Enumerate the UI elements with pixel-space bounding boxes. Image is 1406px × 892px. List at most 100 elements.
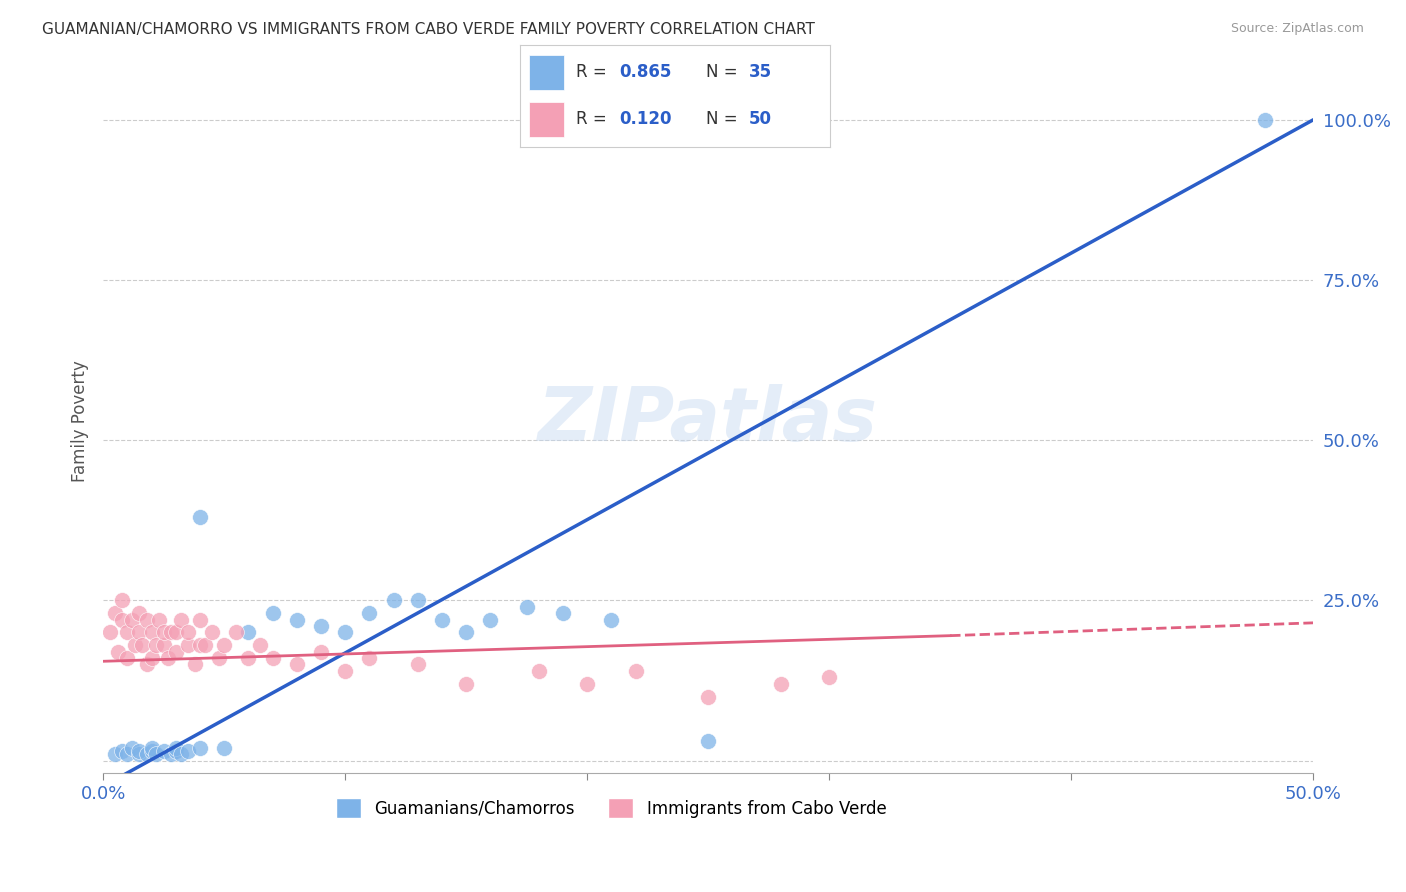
Point — [697, 734, 720, 748]
Point — [576, 676, 599, 690]
Point — [145, 747, 167, 762]
Point — [104, 747, 127, 762]
Point — [238, 625, 260, 640]
Point — [160, 747, 183, 762]
Point — [128, 744, 150, 758]
Point — [430, 613, 453, 627]
Point — [516, 599, 538, 614]
Point — [145, 638, 167, 652]
Point — [165, 744, 187, 758]
Point — [212, 740, 235, 755]
Point — [188, 638, 211, 652]
Text: 0.120: 0.120 — [619, 111, 672, 128]
Point — [169, 613, 191, 627]
Point — [208, 651, 231, 665]
Point — [551, 606, 574, 620]
Point — [359, 606, 381, 620]
Text: 35: 35 — [749, 63, 772, 81]
Point — [249, 638, 271, 652]
Point — [131, 638, 153, 652]
Point — [177, 744, 200, 758]
Point — [382, 593, 405, 607]
Point — [309, 619, 332, 633]
Point — [135, 613, 157, 627]
Point — [285, 657, 308, 672]
Point — [184, 657, 207, 672]
Point — [152, 744, 174, 758]
Point — [117, 747, 139, 762]
Point — [188, 613, 211, 627]
Point — [479, 613, 502, 627]
Point — [128, 747, 150, 762]
Text: GUAMANIAN/CHAMORRO VS IMMIGRANTS FROM CABO VERDE FAMILY POVERTY CORRELATION CHAR: GUAMANIAN/CHAMORRO VS IMMIGRANTS FROM CA… — [42, 22, 815, 37]
Text: ZIPatlas: ZIPatlas — [538, 384, 879, 458]
Point — [165, 625, 187, 640]
Point — [600, 613, 623, 627]
Point — [111, 744, 134, 758]
Point — [212, 638, 235, 652]
Point — [406, 657, 429, 672]
Point — [160, 625, 183, 640]
Point — [359, 651, 381, 665]
Point — [157, 651, 180, 665]
Point — [456, 625, 478, 640]
Point — [406, 593, 429, 607]
Point — [152, 625, 174, 640]
Bar — [530, 102, 564, 137]
Point — [141, 625, 163, 640]
Point — [697, 690, 720, 704]
Text: 0.865: 0.865 — [619, 63, 672, 81]
Y-axis label: Family Poverty: Family Poverty — [72, 360, 89, 482]
Point — [624, 664, 647, 678]
Point — [262, 606, 284, 620]
Point — [104, 606, 127, 620]
Point — [169, 747, 191, 762]
Point — [128, 625, 150, 640]
Point — [225, 625, 247, 640]
Point — [135, 747, 157, 762]
Point — [121, 740, 143, 755]
Point — [135, 657, 157, 672]
Point — [121, 613, 143, 627]
Text: R =: R = — [576, 111, 612, 128]
Point — [141, 651, 163, 665]
Point — [285, 613, 308, 627]
Point — [309, 645, 332, 659]
Text: N =: N = — [706, 111, 742, 128]
Point — [769, 676, 792, 690]
Point — [1254, 112, 1277, 127]
Point — [165, 740, 187, 755]
Legend: Guamanians/Chamorros, Immigrants from Cabo Verde: Guamanians/Chamorros, Immigrants from Ca… — [329, 791, 893, 825]
Point — [177, 638, 200, 652]
Point — [194, 638, 217, 652]
Point — [117, 651, 139, 665]
Point — [111, 593, 134, 607]
Point — [117, 625, 139, 640]
Bar — [530, 55, 564, 90]
Point — [333, 625, 356, 640]
Point — [333, 664, 356, 678]
Text: N =: N = — [706, 63, 742, 81]
Text: R =: R = — [576, 63, 612, 81]
Point — [141, 744, 163, 758]
Point — [100, 625, 122, 640]
Text: Source: ZipAtlas.com: Source: ZipAtlas.com — [1230, 22, 1364, 36]
Point — [177, 625, 200, 640]
Text: 50: 50 — [749, 111, 772, 128]
Point — [818, 670, 841, 684]
Point — [262, 651, 284, 665]
Point — [238, 651, 260, 665]
Point — [148, 613, 170, 627]
Point — [107, 645, 129, 659]
Point — [111, 613, 134, 627]
Point — [527, 664, 550, 678]
Point — [201, 625, 224, 640]
Point — [456, 676, 478, 690]
Point — [124, 638, 146, 652]
Point — [188, 740, 211, 755]
Point — [128, 606, 150, 620]
Point — [141, 740, 163, 755]
Point — [152, 638, 174, 652]
Point — [188, 510, 211, 524]
Point — [165, 645, 187, 659]
